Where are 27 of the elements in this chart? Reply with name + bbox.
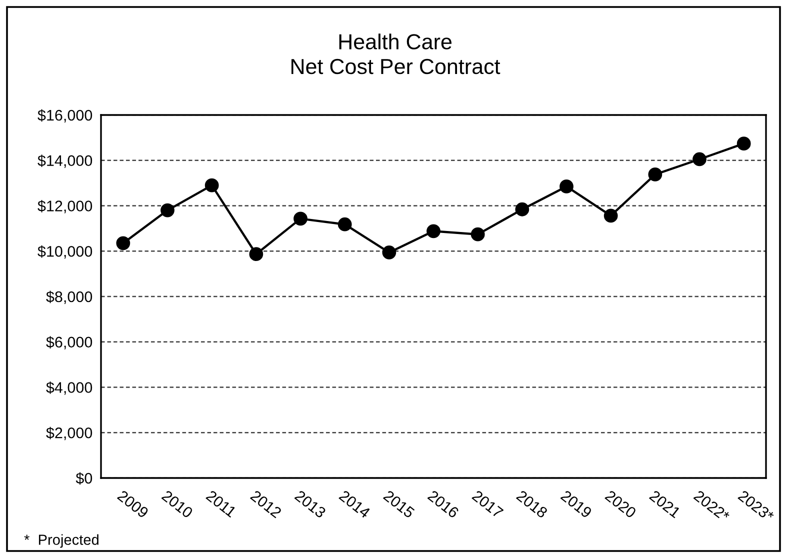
y-tick-label: $12,000 [38,200,92,214]
y-tick-label: $8,000 [46,290,92,304]
point [249,247,264,262]
text: * Projected [24,534,98,548]
point [470,227,485,242]
point [338,217,352,232]
y-tick-label: $10,000 [38,245,92,259]
y-tick-label: $16,000 [38,109,92,122]
y-tick-label: $14,000 [38,154,92,168]
point [604,208,618,223]
x-tick-label: 2017 [472,490,504,518]
point [648,167,662,182]
point [116,236,130,250]
y-tick-label: $0 [76,472,92,485]
point [204,178,219,192]
point [426,224,440,238]
chart-title: Health Care Net Cost Per Contract [291,34,500,74]
point [382,246,396,260]
point [560,180,574,194]
point [515,202,530,216]
point [160,203,174,218]
y-tick-label: $4,000 [46,381,92,395]
point [736,136,751,151]
y-tick-label: $6,000 [46,336,92,350]
point [692,152,706,166]
y-tick-label: $2,000 [46,426,92,440]
point [294,212,308,226]
